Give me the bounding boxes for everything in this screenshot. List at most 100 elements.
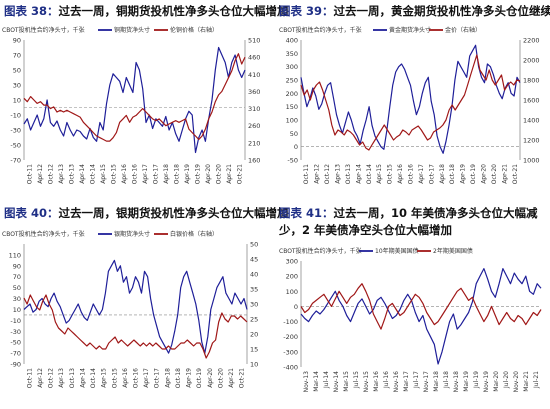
y-tick-label: 350: [286, 50, 298, 58]
chart-panel-40: 图表 40：过去一周，银期货投机性净多头仓位大幅增加 CBOT投机性合约净头寸，…: [0, 205, 289, 409]
legend-label-1: 伦铜价格（右轴）: [170, 26, 218, 34]
y-tick-label: 0: [294, 303, 298, 311]
y2-tick-label: 360: [248, 88, 260, 96]
x-tick-label: Apr-17: [143, 368, 150, 388]
y-tick-label: 0: [294, 143, 298, 151]
legend-label-0: 银期货净头寸: [114, 230, 150, 238]
x-tick-label: Oct-20: [491, 164, 498, 184]
y2-tick-label: 10: [250, 361, 258, 369]
x-tick-label: Apr-19: [184, 164, 191, 184]
y2-tick-label: 210: [248, 139, 260, 147]
x-tick-label: Apr-15: [376, 164, 383, 184]
x-tick-label: Apr-13: [335, 164, 342, 184]
y-tick-label: 90: [13, 262, 21, 270]
x-tick-label: Apr-21: [228, 368, 235, 388]
x-tick-label: Oct-11: [303, 164, 310, 184]
x-tick-label: Oct-11: [26, 368, 33, 388]
y2-tick-label: 40: [250, 271, 258, 279]
y-tick-label: -300: [283, 348, 298, 356]
y2-tick-label: 1200: [523, 137, 540, 145]
x-tick-label: Jul-16: [383, 371, 390, 389]
chart-39-title: 图表 39：过去一周，黄金期货投机性净多头仓位继续增加: [279, 3, 550, 20]
x-tick-label: Oct-12: [324, 164, 331, 184]
x-tick-label: Mar-20: [493, 371, 500, 392]
x-tick-label: Mar-16: [373, 371, 380, 392]
chart-40-title-text: 过去一周，银期货投机性净多头仓位大幅增加: [58, 206, 289, 220]
chart-41-ylabel: CBOT投机性合约净头寸，千张: [279, 247, 362, 255]
x-tick-label: Jul-21: [533, 371, 540, 389]
x-tick-label: Apr-16: [397, 164, 404, 184]
y-tick-label: -10: [10, 112, 21, 120]
y-tick-label: -10: [10, 317, 21, 325]
legend-label-1: 金价（右轴）: [445, 26, 481, 34]
chart-39-plot: CBOT投机性合约净头寸，千张 黄金期货净头寸 金价（右轴） 400 350 300 250…: [279, 26, 540, 184]
chart-panel-41: 图表 41：过去一周，10 年美债净多头仓位大幅减少，2 年美债净空头仓位大幅增…: [275, 205, 550, 409]
x-tick-label: Oct-20: [216, 164, 223, 184]
x-tick-label: Apr-16: [121, 164, 128, 184]
y-tick-label: -100: [283, 318, 298, 326]
y-tick-label: 300: [286, 258, 298, 266]
x-tick-label: Oct-19: [196, 368, 203, 388]
y-tick-label: -400: [283, 364, 298, 372]
x-tick-label: Oct-16: [132, 164, 139, 184]
x-tick-label: Nov-14: [333, 371, 340, 393]
x-tick-label: Jul-14: [323, 371, 330, 389]
series-line-1: [23, 53, 246, 142]
x-tick-label: Nov-15: [363, 371, 370, 393]
y-tick-label: -90: [10, 361, 21, 369]
y-tick-label: 110: [9, 251, 21, 259]
x-tick-label: Apr-14: [79, 164, 86, 184]
x-tick-label: Jul-20: [503, 371, 510, 389]
y-tick-label: 10: [13, 306, 21, 314]
legend-label-0: 10年期美国国债: [375, 247, 419, 255]
chart-41-title-prefix: 图表 41：: [279, 206, 334, 220]
x-tick-label: Oct-15: [110, 164, 117, 184]
chart-38-title-text: 过去一周，铜期货投机性净多头仓位大幅增加: [58, 4, 289, 18]
x-tick-label: Apr-20: [207, 368, 214, 388]
y2-tick-label: 510: [248, 37, 260, 45]
y-tick-label: 400: [286, 37, 298, 45]
x-tick-label: Apr-19: [460, 164, 467, 184]
y2-tick-label: 2200: [523, 37, 540, 45]
chart-40-title: 图表 40：过去一周，银期货投机性净多头仓位大幅增加: [4, 205, 289, 222]
x-tick-label: Apr-12: [314, 164, 321, 184]
x-tick-label: Oct-14: [90, 368, 97, 388]
chart-panel-39: 图表 39：过去一周，黄金期货投机性净多头仓位继续增加 CBOT投机性合约净头寸…: [275, 0, 550, 205]
x-tick-label: Apr-17: [418, 164, 425, 184]
y-tick-label: 90: [13, 37, 21, 45]
y2-tick-label: 50: [250, 241, 258, 249]
x-tick-label: Oct-20: [217, 368, 224, 388]
legend-label-0: 铜期货净头寸: [114, 26, 150, 34]
x-tick-label: Apr-18: [439, 164, 446, 184]
y-tick-label: 50: [13, 284, 21, 292]
chart-40-plot: CBOT投机性合约净头寸，千张 银期货净头寸 白银价格（右轴） 110 90 70 50 30…: [2, 230, 258, 388]
x-tick-label: Apr-15: [100, 164, 107, 184]
chart-38-plot: CBOT投机性合约净头寸，千张 铜期货净头寸 伦铜价格（右轴） 90 70 50 30 10 -…: [2, 26, 260, 184]
y-tick-label: 10: [13, 97, 21, 105]
series-line-0: [300, 44, 521, 154]
y2-tick-label: 30: [250, 301, 258, 309]
x-tick-label: Mar-19: [463, 371, 470, 392]
chart-38-ylabel: CBOT投机性合约净头寸，千张: [2, 26, 85, 34]
x-tick-label: Mar-17: [403, 371, 410, 392]
y2-tick-label: 410: [248, 71, 260, 79]
x-tick-label: Nov-18: [453, 371, 460, 393]
x-tick-label: Jul-18: [443, 371, 450, 389]
x-tick-label: Apr-19: [186, 368, 193, 388]
x-tick-label: Apr-16: [122, 368, 129, 388]
x-tick-label: Jul-15: [353, 371, 360, 389]
x-tick-label: Oct-16: [133, 368, 140, 388]
chart-41-title-text: 过去一周，10 年美债净多头仓位大幅减少，2 年美债净空头仓位大幅增加: [279, 206, 538, 237]
y2-tick-label: 1600: [523, 97, 540, 105]
chart-41-title: 图表 41：过去一周，10 年美债净多头仓位大幅减少，2 年美债净空头仓位大幅增…: [279, 205, 547, 239]
y2-tick-label: 45: [250, 256, 258, 264]
x-tick-label: Apr-21: [226, 164, 233, 184]
x-tick-label: Apr-18: [164, 368, 171, 388]
x-tick-label: Oct-11: [26, 164, 33, 184]
x-tick-label: Apr-17: [142, 164, 149, 184]
y-tick-label: -70: [10, 350, 21, 358]
y-tick-label: -50: [10, 339, 21, 347]
x-tick-label: Oct-15: [387, 164, 394, 184]
y-tick-label: 150: [286, 103, 298, 111]
chart-38-title: 图表 38：过去一周，铜期货投机性净多头仓位大幅增加: [4, 3, 289, 20]
